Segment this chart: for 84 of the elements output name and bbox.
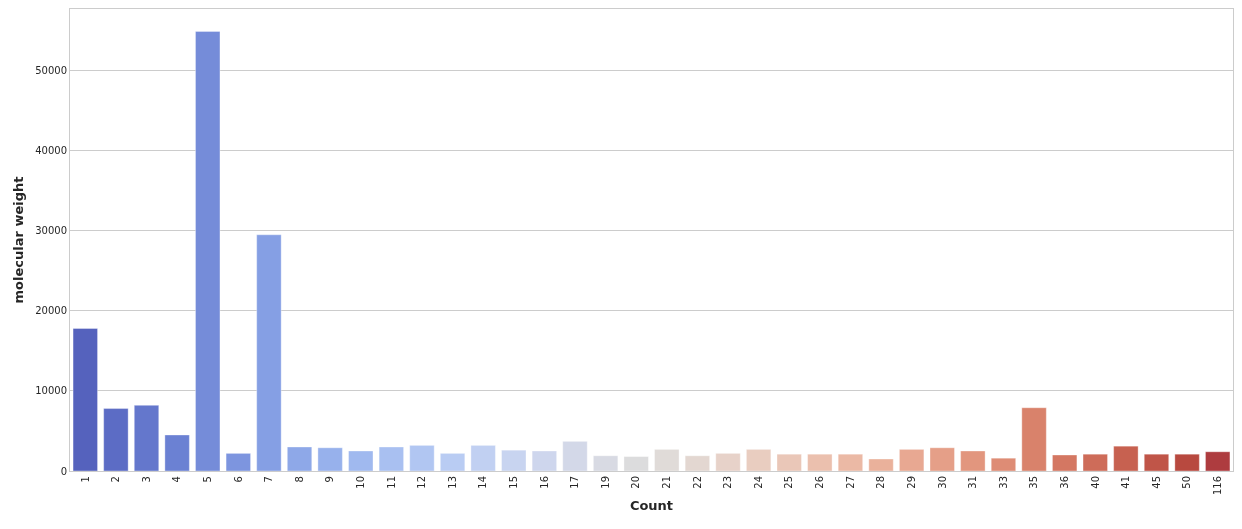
bar (194, 30, 221, 471)
y-tick-label: 40000 (35, 145, 67, 157)
x-tick-label: 26 (814, 476, 826, 489)
x-tick-label: 31 (967, 476, 979, 489)
bar (654, 448, 680, 471)
x-tick-label: 12 (416, 476, 428, 489)
y-tick-label: 50000 (35, 65, 67, 77)
bar (133, 404, 160, 471)
bar (348, 450, 374, 471)
bar (960, 450, 986, 471)
x-tick-label: 10 (355, 476, 366, 489)
bar (72, 327, 99, 471)
x-tick-label: 20 (630, 476, 642, 489)
x-axis-title: Count (629, 497, 674, 513)
x-tick-label: 11 (385, 476, 397, 489)
x-tick-label: 50 (1181, 476, 1193, 489)
bar (317, 447, 343, 471)
bar (745, 448, 772, 471)
bar (439, 452, 466, 471)
bar (562, 440, 588, 471)
bar (103, 408, 129, 471)
x-tick-label: 19 (599, 476, 611, 489)
y-tick-label: 20000 (35, 305, 67, 317)
x-tick-label: 23 (722, 476, 734, 489)
x-tick-label: 45 (1150, 476, 1162, 489)
bar (715, 452, 741, 471)
x-tick-label: 21 (661, 476, 673, 489)
bar (1051, 454, 1078, 471)
x-tick-label: 27 (844, 476, 856, 489)
bar (807, 453, 833, 471)
x-tick-label: 35 (1028, 476, 1040, 489)
x-tick-label: 24 (752, 476, 764, 489)
x-tick-label: 25 (783, 476, 795, 489)
x-tick-label: 116 (1211, 476, 1223, 496)
bar (164, 434, 190, 471)
bar (225, 452, 252, 471)
bar (898, 448, 925, 471)
x-tick-label: 30 (936, 476, 948, 489)
bar (1082, 453, 1109, 471)
x-tick-label: 41 (1120, 476, 1132, 489)
y-tick-label: 0 (60, 465, 67, 477)
x-tick-label: 7 (263, 476, 275, 483)
x-tick-label: 1 (79, 476, 91, 483)
x-tick-label: 3 (140, 476, 152, 483)
bar (286, 446, 313, 471)
x-tick-label: 29 (905, 476, 917, 489)
x-tick-label: 28 (875, 476, 887, 489)
bar (837, 453, 864, 471)
x-tick-label: 6 (232, 476, 244, 483)
x-tick-label: 8 (293, 476, 305, 483)
x-tick-label: 9 (324, 476, 336, 483)
x-tick-label: 2 (110, 476, 122, 483)
x-tick-label: 13 (446, 476, 458, 489)
x-tick-label: 14 (477, 476, 489, 489)
bar (1021, 407, 1047, 471)
bar (378, 446, 405, 471)
x-tick-label: 4 (171, 476, 183, 483)
bar (776, 453, 802, 471)
bar (531, 450, 558, 471)
x-tick-label: 40 (1089, 476, 1101, 489)
bar (470, 444, 496, 471)
bar (990, 457, 1017, 471)
bar (1113, 445, 1139, 471)
bar (592, 455, 619, 471)
y-tick-label: 10000 (35, 385, 67, 397)
x-tick-label: 5 (201, 476, 213, 483)
bar (409, 444, 435, 471)
x-tick-label: 15 (508, 476, 520, 489)
bar (1143, 453, 1170, 471)
bar (256, 234, 282, 471)
bar (684, 455, 711, 471)
x-tick-label: 33 (997, 476, 1009, 489)
y-axis-title: molecular weight (11, 176, 27, 304)
bar (1174, 453, 1200, 471)
x-tick-label: 16 (538, 476, 550, 489)
x-tick-label: 22 (691, 476, 703, 489)
bar (929, 447, 955, 471)
bar (868, 458, 894, 471)
x-tick-label: 36 (1058, 476, 1070, 489)
bar (623, 456, 649, 471)
bar (501, 449, 527, 471)
y-tick-label: 30000 (35, 225, 67, 237)
x-tick-label: 17 (569, 476, 581, 489)
bar (1204, 451, 1231, 471)
